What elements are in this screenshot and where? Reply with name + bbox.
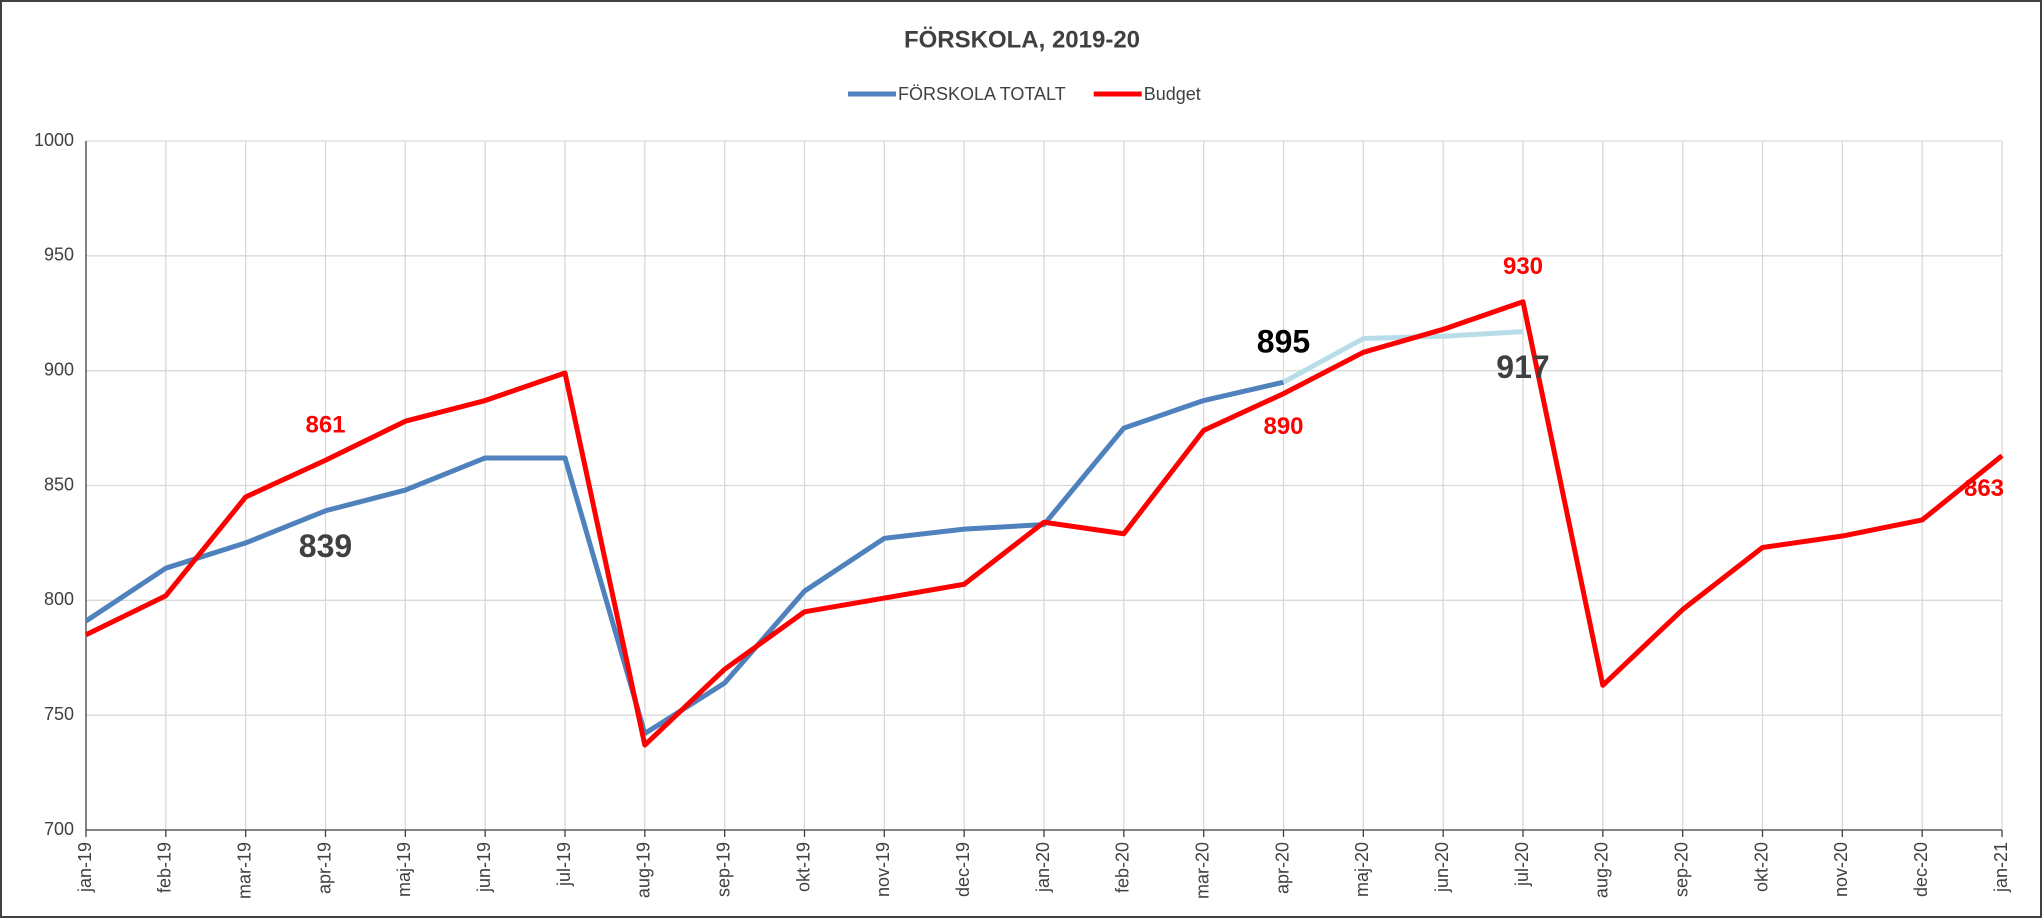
x-tick-label: jun-20 — [1432, 842, 1452, 893]
x-tick-label: aug-20 — [1592, 842, 1612, 898]
legend: FÖRSKOLA TOTALT Budget — [848, 84, 1201, 104]
y-tick-label: 900 — [44, 359, 74, 379]
data-label: 895 — [1257, 324, 1310, 360]
data-label: 863 — [1964, 475, 2004, 502]
x-tick-label: dec-19 — [953, 842, 973, 897]
data-label: 917 — [1496, 349, 1549, 385]
data-label: 861 — [305, 412, 345, 439]
x-tick-label: maj-20 — [1352, 842, 1372, 897]
x-tick-label: maj-19 — [394, 842, 414, 897]
x-tick-label: sep-20 — [1671, 842, 1691, 897]
legend-label: FÖRSKOLA TOTALT — [898, 84, 1066, 104]
series-line — [1282, 329, 1524, 385]
x-tick-label: jul-20 — [1512, 842, 1532, 887]
chart-title: FÖRSKOLA, 2019-20 — [904, 26, 1140, 53]
x-tick-label: feb-20 — [1113, 842, 1133, 893]
data-label: 890 — [1263, 413, 1303, 440]
x-tick-label: aug-19 — [634, 842, 654, 898]
x-tick-label: nov-19 — [873, 842, 893, 897]
legend-label: Budget — [1144, 84, 1201, 104]
x-tick-label: jul-19 — [554, 842, 574, 887]
y-tick-label: 750 — [44, 704, 74, 724]
x-tick-label: apr-19 — [314, 842, 334, 894]
x-tick-label: nov-20 — [1831, 842, 1851, 897]
x-tick-label: jan-21 — [1991, 842, 2011, 893]
data-label: 839 — [299, 528, 352, 564]
x-tick-label: jun-19 — [474, 842, 494, 893]
x-tick-label: jan-19 — [75, 842, 95, 893]
x-tick-label: mar-19 — [234, 842, 254, 899]
x-tick-label: sep-19 — [713, 842, 733, 897]
x-tick-label: dec-20 — [1911, 842, 1931, 897]
x-tick-label: okt-19 — [793, 842, 813, 892]
y-tick-label: 1000 — [34, 130, 74, 150]
y-tick-label: 950 — [44, 245, 74, 265]
x-tick-label: feb-19 — [155, 842, 175, 893]
series-line — [84, 299, 2004, 748]
data-label: 930 — [1503, 253, 1543, 280]
y-tick-label: 850 — [44, 474, 74, 494]
x-tick-label: mar-20 — [1192, 842, 1212, 899]
y-tick-label: 700 — [44, 819, 74, 839]
x-tick-label: apr-20 — [1272, 842, 1292, 894]
y-tick-label: 800 — [44, 589, 74, 609]
x-tick-label: jan-20 — [1033, 842, 1053, 893]
x-tick-label: okt-20 — [1751, 842, 1771, 892]
